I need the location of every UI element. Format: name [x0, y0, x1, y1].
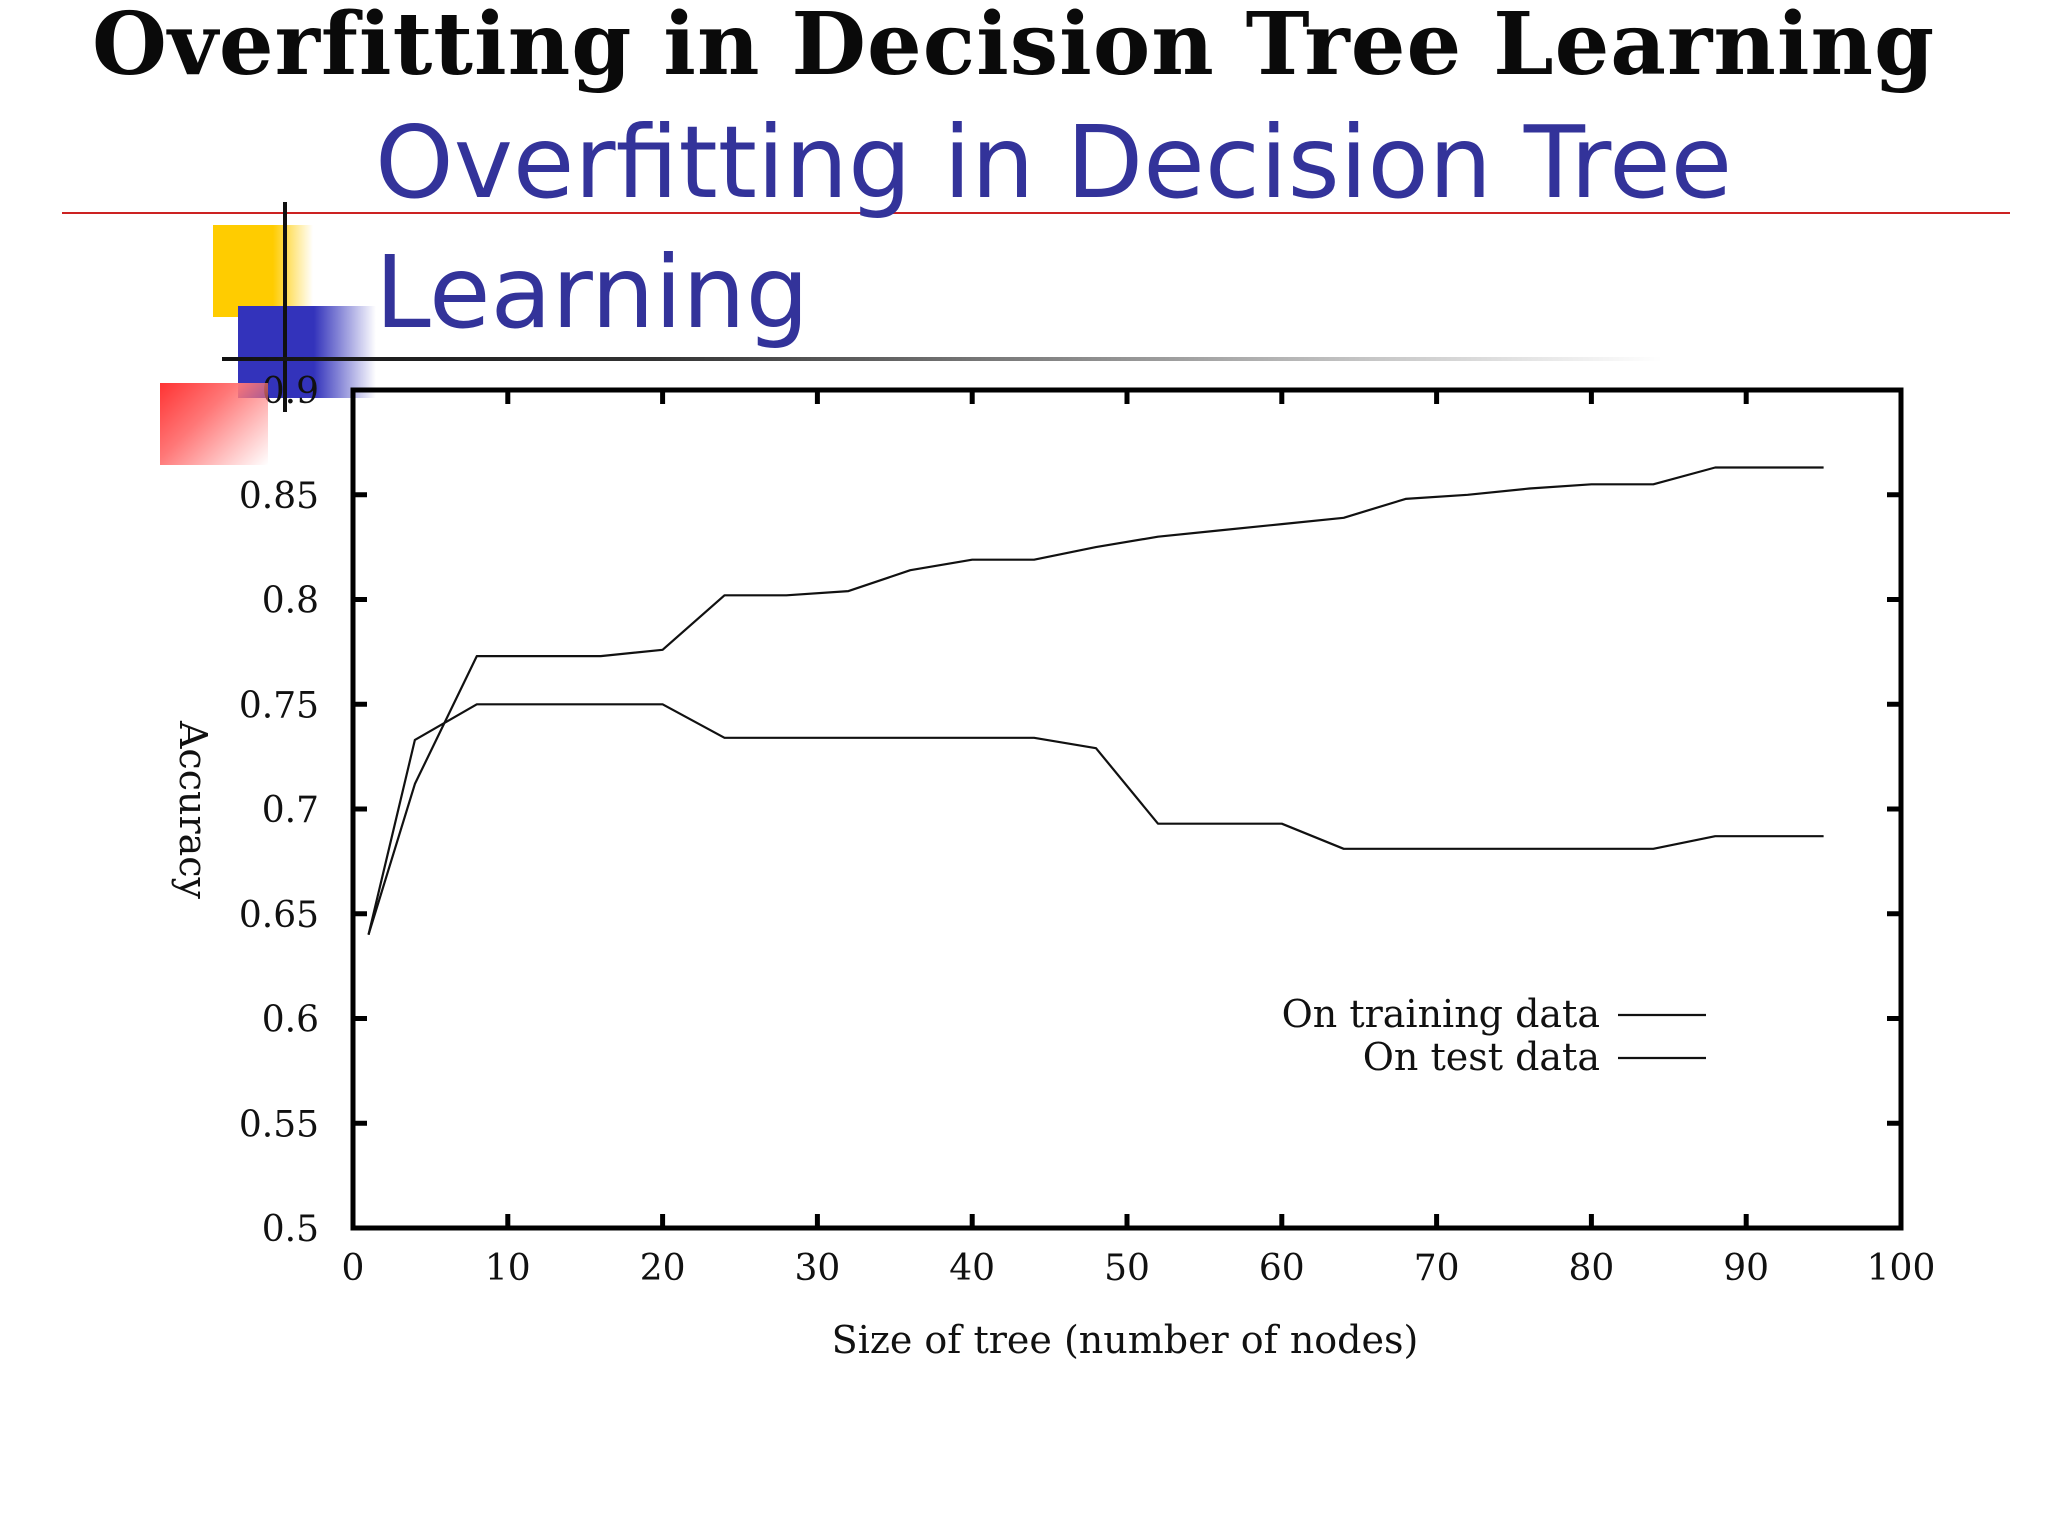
- y-axis-title: Accuracy: [171, 720, 215, 900]
- decor-blue-square: [238, 306, 376, 398]
- series-line-0: [367, 466, 1824, 936]
- x-tick-label-10: 100: [1867, 1248, 1936, 1289]
- x-tick-label-3: 30: [794, 1248, 840, 1289]
- slide-title: Overfitting in Decision Tree Learning: [375, 104, 1733, 351]
- legend-label-0: On training data: [1282, 992, 1600, 1036]
- x-axis-title: Size of tree (number of nodes): [832, 1318, 1419, 1362]
- x-tick-label-9: 90: [1723, 1248, 1769, 1289]
- x-tick-label-7: 70: [1414, 1248, 1460, 1289]
- x-tick-label-2: 20: [640, 1248, 686, 1289]
- legend-label-1: On test data: [1363, 1035, 1600, 1079]
- decor-vertical-rule: [283, 202, 287, 412]
- y-tick-label-3: 0.65: [239, 895, 319, 936]
- x-tick-label-1: 10: [485, 1248, 531, 1289]
- ghost-title: Overfitting in Decision Tree Learning: [92, 0, 1936, 95]
- decor-red-square: [160, 383, 268, 465]
- header-divider-fade: [222, 357, 1662, 361]
- y-tick-label-5: 0.75: [239, 685, 319, 726]
- x-tick-label-6: 60: [1259, 1248, 1305, 1289]
- y-tick-label-8: 0.9: [262, 371, 319, 412]
- y-tick-label-2: 0.6: [262, 1000, 319, 1041]
- x-tick-label-4: 40: [949, 1248, 995, 1289]
- y-tick-label-4: 0.7: [262, 790, 319, 831]
- y-tick-label-6: 0.8: [262, 581, 319, 622]
- decor-yellow-square: [213, 225, 313, 317]
- x-tick-label-8: 80: [1568, 1248, 1614, 1289]
- x-tick-label-0: 0: [342, 1248, 365, 1289]
- y-tick-label-1: 0.55: [239, 1104, 319, 1145]
- x-tick-label-5: 50: [1104, 1248, 1150, 1289]
- header-divider-red: [62, 212, 2010, 214]
- series-line-1: [367, 703, 1824, 935]
- plot-frame: [350, 387, 1904, 1231]
- y-tick-label-7: 0.85: [239, 476, 319, 517]
- y-tick-label-0: 0.5: [262, 1209, 319, 1250]
